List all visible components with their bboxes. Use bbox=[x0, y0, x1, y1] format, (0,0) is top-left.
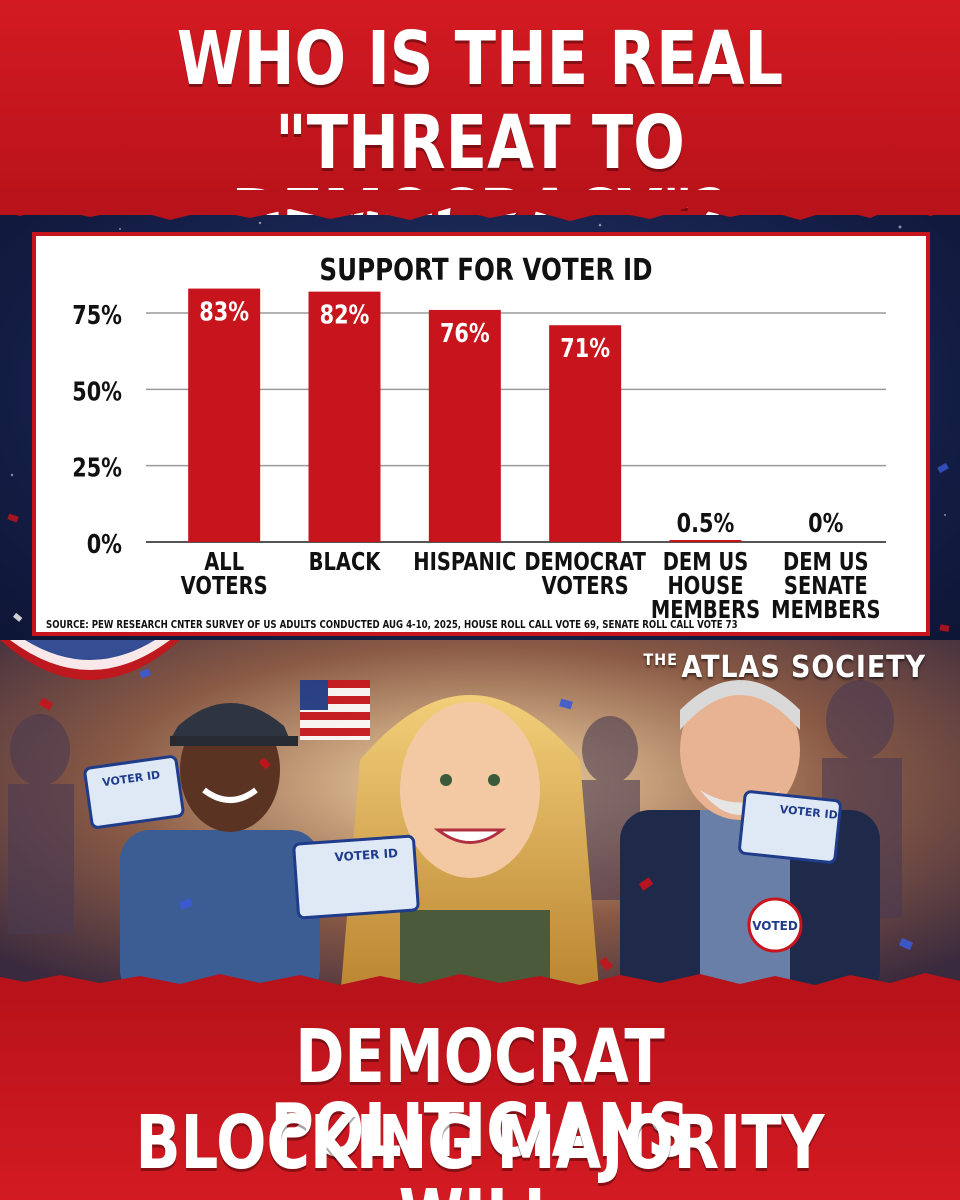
category-label: ALL bbox=[204, 548, 244, 577]
top-banner bbox=[0, 0, 960, 215]
chart-source: SOURCE: PEW RESEARCH CNTER SURVEY OF US … bbox=[46, 619, 738, 631]
confetti bbox=[38, 668, 914, 972]
bar bbox=[549, 325, 622, 542]
data-label: 71% bbox=[560, 333, 610, 364]
category-label: DEMOCRAT bbox=[524, 548, 646, 577]
brand-the: THE bbox=[643, 650, 678, 669]
flag-icon bbox=[300, 680, 370, 740]
headline-line-1: WHO IS THE REAL bbox=[176, 16, 784, 102]
category-label: VOTERS bbox=[542, 572, 629, 601]
person-left bbox=[120, 703, 320, 1000]
data-label: 0.5% bbox=[677, 508, 735, 539]
footer-line-1: DEMOCRAT POLITICIANS bbox=[270, 1014, 690, 1174]
category-label: MEMBERS bbox=[771, 596, 880, 625]
footer-line-2: BLOCKING MAJORITY WILL bbox=[135, 1100, 825, 1200]
category-label: SENATE bbox=[784, 572, 868, 601]
person-center bbox=[340, 695, 600, 1000]
grid-lines bbox=[146, 312, 886, 543]
data-label: 82% bbox=[320, 299, 370, 330]
chart-title: SUPPORT FOR VOTER ID bbox=[319, 254, 652, 288]
torn-edge-top bbox=[0, 190, 960, 221]
bar-chart: 0%25%50%75% 83% 82%76% 71%0.5% 0% ALLVOTERS… bbox=[46, 254, 886, 631]
category-label: DEM US bbox=[783, 548, 869, 577]
y-axis-ticks: 0% 25% 50% 75% bbox=[72, 300, 122, 560]
bar bbox=[308, 291, 381, 542]
data-label: 83% bbox=[199, 296, 249, 327]
voter-id-card-left: VOTER ID bbox=[83, 755, 185, 829]
svg-text:VOTER ID: VOTER ID bbox=[334, 846, 398, 864]
y-tick-label: 0% bbox=[87, 529, 122, 560]
voted-button-badge: VOTED bbox=[747, 897, 803, 953]
category-label: VOTERS bbox=[181, 572, 268, 601]
bars bbox=[188, 288, 742, 542]
data-labels: 83% 82% 76% 71% 0.5% 0% bbox=[199, 296, 843, 538]
voters-illustration: VOTER ID VOTER ID VOTER ID VOTED bbox=[0, 640, 960, 1000]
y-tick-label: 25% bbox=[72, 452, 122, 483]
brand-logo: THE ATLAS SOCIETY bbox=[643, 650, 926, 685]
bar bbox=[188, 288, 261, 542]
y-tick-label: 50% bbox=[72, 376, 122, 407]
chart-panel: 0% 25% 50% 75% 83% 82% 76% 71% 0.5% 0% ALL VOTERS… bbox=[32, 232, 930, 636]
category-label: DEM US bbox=[663, 548, 749, 577]
bar bbox=[669, 540, 742, 542]
brand-name: ATLAS SOCIETY bbox=[681, 650, 926, 685]
category-label: MEMBERS bbox=[651, 596, 760, 625]
category-label: BLACK bbox=[309, 548, 382, 577]
svg-text:VOTER ID: VOTER ID bbox=[779, 803, 838, 822]
torn-edge-bottom bbox=[0, 973, 960, 1001]
bottom-banner bbox=[0, 973, 960, 1200]
category-label: HISPANIC bbox=[413, 548, 516, 577]
bar bbox=[428, 309, 501, 542]
data-label: 0% bbox=[808, 508, 843, 539]
y-tick-label: 75% bbox=[72, 300, 122, 331]
photo-illustration: VOTER ID VOTER ID VOTER ID VOTED bbox=[0, 640, 960, 1000]
data-label: 76% bbox=[440, 318, 490, 349]
voter-id-card-right: VOTER ID bbox=[738, 790, 842, 864]
voter-id-card-center: VOTER ID bbox=[292, 834, 420, 920]
category-label: HOUSE bbox=[667, 572, 743, 601]
svg-text:VOTED: VOTED bbox=[752, 919, 798, 933]
